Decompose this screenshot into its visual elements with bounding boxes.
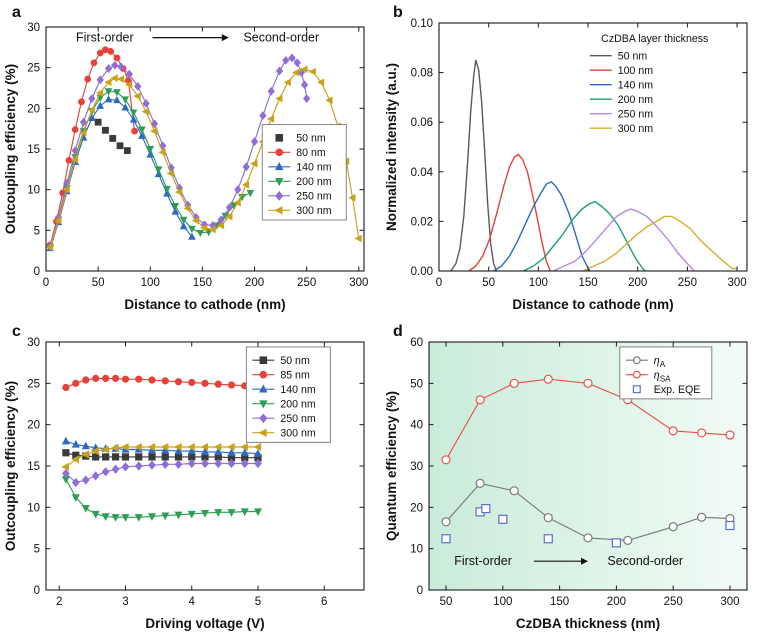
panel-c: c 2 3 4 5 6 0 5 10 15 20 25 30 Driving voltage (V) Ou… xyxy=(0,319,380,638)
svg-text:3: 3 xyxy=(122,596,128,608)
svg-text:Second-order: Second-order xyxy=(607,554,683,568)
svg-text:0: 0 xyxy=(417,585,423,597)
panel-b-label: b xyxy=(393,4,403,21)
svg-text:140 nm: 140 nm xyxy=(618,79,654,91)
svg-text:140 nm: 140 nm xyxy=(296,161,332,173)
svg-text:6: 6 xyxy=(321,596,327,608)
svg-text:Distance to cathode (nm): Distance to cathode (nm) xyxy=(512,297,673,312)
svg-text:300 nm: 300 nm xyxy=(618,123,654,135)
chart-b-intensity-vs-distance: 0 50 100 150 200 250 300 0.00 0.02 0.04 0.06 0.08 0.… xyxy=(384,18,748,312)
svg-text:0.08: 0.08 xyxy=(411,68,433,80)
svg-text:ηA: ηA xyxy=(654,355,666,369)
svg-text:Quantum efficiency (%): Quantum efficiency (%) xyxy=(384,391,399,541)
svg-text:10: 10 xyxy=(27,502,40,514)
svg-text:First-order: First-order xyxy=(454,554,512,568)
svg-text:200 nm: 200 nm xyxy=(618,94,654,106)
panel-a-label: a xyxy=(12,4,21,21)
svg-text:First-order: First-order xyxy=(76,31,134,45)
svg-text:300 nm: 300 nm xyxy=(296,205,332,217)
svg-text:0.04: 0.04 xyxy=(411,167,434,179)
svg-text:140 nm: 140 nm xyxy=(280,384,316,396)
svg-text:15: 15 xyxy=(27,461,40,473)
svg-text:200: 200 xyxy=(245,277,264,289)
svg-text:0.00: 0.00 xyxy=(411,266,433,278)
svg-text:10: 10 xyxy=(410,544,423,556)
svg-text:200 nm: 200 nm xyxy=(280,398,316,410)
svg-text:250 nm: 250 nm xyxy=(296,190,332,202)
svg-text:150: 150 xyxy=(193,277,212,289)
svg-text:250 nm: 250 nm xyxy=(618,108,654,120)
svg-text:250: 250 xyxy=(664,596,683,608)
svg-text:0.10: 0.10 xyxy=(411,18,433,30)
svg-text:2: 2 xyxy=(56,596,62,608)
svg-text:100: 100 xyxy=(493,596,512,608)
svg-text:0: 0 xyxy=(34,585,40,597)
svg-text:15: 15 xyxy=(27,144,40,156)
svg-text:300: 300 xyxy=(720,596,739,608)
svg-text:100: 100 xyxy=(141,277,160,289)
svg-text:Second-order: Second-order xyxy=(243,31,319,45)
svg-text:200 nm: 200 nm xyxy=(296,176,332,188)
svg-text:60: 60 xyxy=(410,337,423,349)
chart-a-outcoupling-vs-distance: 0 50 100 150 200 250 300 0 5 10 15 20 25 30 Distance t… xyxy=(3,22,368,312)
svg-text:CzDBA thickness (nm): CzDBA thickness (nm) xyxy=(516,616,660,631)
svg-text:Distance to cathode (nm): Distance to cathode (nm) xyxy=(124,297,285,312)
svg-text:250: 250 xyxy=(678,277,697,289)
svg-text:ηSA: ηSA xyxy=(654,369,671,383)
svg-text:Outcoupling efficiency (%): Outcoupling efficiency (%) xyxy=(3,381,18,551)
svg-text:50: 50 xyxy=(410,378,423,390)
svg-text:50 nm: 50 nm xyxy=(296,132,326,144)
svg-text:0.06: 0.06 xyxy=(411,117,433,129)
svg-text:300: 300 xyxy=(727,277,746,289)
svg-text:80 nm: 80 nm xyxy=(296,147,326,159)
svg-text:50: 50 xyxy=(92,277,105,289)
svg-text:0: 0 xyxy=(436,277,442,289)
svg-text:25: 25 xyxy=(27,63,40,75)
svg-text:100: 100 xyxy=(529,277,548,289)
svg-text:30: 30 xyxy=(410,461,423,473)
svg-text:150: 150 xyxy=(578,277,597,289)
panel-d: d 50 100 150 200 250 300 0 10 20 30 40 50 60 CzDBA th… xyxy=(381,319,761,638)
svg-text:5: 5 xyxy=(255,596,261,608)
chart-c-outcoupling-vs-voltage: 2 3 4 5 6 0 5 10 15 20 25 30 Driving voltage (V) Outc… xyxy=(3,337,365,631)
svg-text:50 nm: 50 nm xyxy=(618,50,648,62)
svg-text:100 nm: 100 nm xyxy=(618,65,654,77)
panel-d-label: d xyxy=(393,323,403,340)
svg-text:0: 0 xyxy=(34,266,40,278)
svg-text:5: 5 xyxy=(34,225,40,237)
panel-c-label: c xyxy=(12,323,21,340)
svg-text:50: 50 xyxy=(440,596,453,608)
svg-text:Exp. EQE: Exp. EQE xyxy=(654,384,701,396)
svg-text:30: 30 xyxy=(27,337,40,349)
svg-text:5: 5 xyxy=(34,544,40,556)
svg-text:Outcoupling efficiency (%): Outcoupling efficiency (%) xyxy=(3,64,18,234)
svg-text:50: 50 xyxy=(482,277,495,289)
svg-text:30: 30 xyxy=(27,22,40,34)
svg-text:200: 200 xyxy=(607,596,626,608)
svg-text:300: 300 xyxy=(349,277,368,289)
svg-text:250 nm: 250 nm xyxy=(280,413,316,425)
svg-text:20: 20 xyxy=(27,103,40,115)
svg-text:300 nm: 300 nm xyxy=(280,427,316,439)
panel-b: b 0 50 100 150 200 250 300 0.00 0.02 0.04 0.06 0.08… xyxy=(381,0,761,319)
chart-d-quantum-efficiency-vs-thickness: 50 100 150 200 250 300 0 10 20 30 40 50 60 CzDBA thic… xyxy=(384,337,748,631)
svg-text:4: 4 xyxy=(189,596,196,608)
svg-text:85 nm: 85 nm xyxy=(280,369,310,381)
svg-text:200: 200 xyxy=(628,277,647,289)
svg-text:20: 20 xyxy=(410,502,423,514)
panel-a: a 0 50 100 150 200 250 300 0 5 10 15 20 25 30 Distance… xyxy=(0,0,380,319)
svg-text:Driving voltage (V): Driving voltage (V) xyxy=(145,616,264,631)
svg-text:150: 150 xyxy=(550,596,569,608)
svg-text:20: 20 xyxy=(27,420,40,432)
svg-text:0: 0 xyxy=(43,277,49,289)
svg-text:Normalized intensity (a.u.): Normalized intensity (a.u.) xyxy=(384,63,399,231)
svg-text:25: 25 xyxy=(27,378,40,390)
svg-text:250: 250 xyxy=(297,277,316,289)
svg-text:0.02: 0.02 xyxy=(411,216,433,228)
svg-text:10: 10 xyxy=(27,185,40,197)
svg-text:40: 40 xyxy=(410,420,423,432)
svg-text:50 nm: 50 nm xyxy=(280,355,310,367)
svg-text:CzDBA layer thickness: CzDBA layer thickness xyxy=(601,33,708,45)
